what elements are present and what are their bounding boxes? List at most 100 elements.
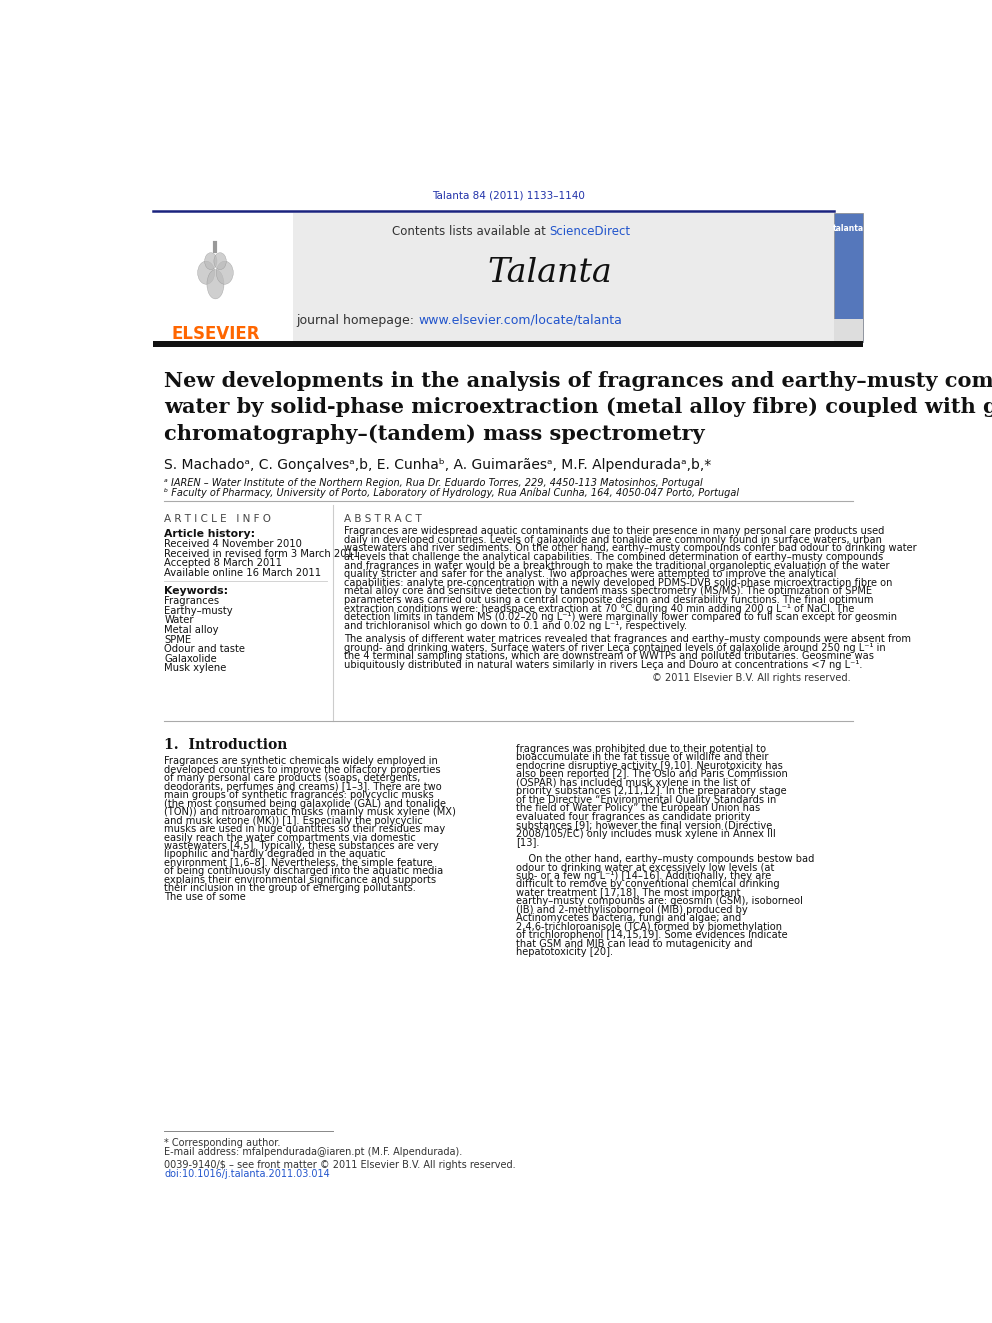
- Text: SPME: SPME: [165, 635, 191, 644]
- Text: earthy–musty compounds are: geosmin (GSM), isoborneol: earthy–musty compounds are: geosmin (GSM…: [516, 897, 804, 906]
- Text: ᵇ Faculty of Pharmacy, University of Porto, Laboratory of Hydrology, Rua Aníbal : ᵇ Faculty of Pharmacy, University of Por…: [165, 488, 739, 497]
- Text: Received 4 November 2010: Received 4 November 2010: [165, 540, 303, 549]
- Text: endocrine disruptive activity [9,10]. Neurotoxicity has: endocrine disruptive activity [9,10]. Ne…: [516, 761, 783, 771]
- Text: parameters was carried out using a central composite design and desirability fun: parameters was carried out using a centr…: [344, 595, 874, 605]
- Text: 2008/105/EC) only includes musk xylene in Annex III: 2008/105/EC) only includes musk xylene i…: [516, 828, 776, 839]
- Text: and trichloranisol which go down to 0.1 and 0.02 ng L⁻¹, respectively.: and trichloranisol which go down to 0.1 …: [344, 620, 687, 631]
- Text: Talanta 84 (2011) 1133–1140: Talanta 84 (2011) 1133–1140: [432, 191, 585, 201]
- Text: (TON)) and nitroaromatic musks (mainly musk xylene (MX): (TON)) and nitroaromatic musks (mainly m…: [165, 807, 456, 818]
- Text: Fragrances are widespread aquatic contaminants due to their presence in many per: Fragrances are widespread aquatic contam…: [344, 527, 885, 536]
- Text: Keywords:: Keywords:: [165, 586, 228, 597]
- Text: of being continuously discharged into the aquatic media: of being continuously discharged into th…: [165, 867, 443, 876]
- Text: 2,4,6-trichloroanisole (TCA) formed by biomethylation: 2,4,6-trichloroanisole (TCA) formed by b…: [516, 922, 782, 931]
- Ellipse shape: [214, 253, 226, 270]
- Text: On the other hand, earthy–musty compounds bestow bad: On the other hand, earthy–musty compound…: [516, 855, 814, 864]
- Text: odour to drinking water at excessively low levels (at: odour to drinking water at excessively l…: [516, 863, 775, 873]
- Text: extraction conditions were: headspace extraction at 70 °C during 40 min adding 2: extraction conditions were: headspace ex…: [344, 603, 854, 614]
- Ellipse shape: [216, 261, 233, 284]
- Text: environment [1,6–8]. Nevertheless, the simple feature: environment [1,6–8]. Nevertheless, the s…: [165, 857, 434, 868]
- Bar: [154, 341, 863, 348]
- Text: also been reported [2]. The Oslo and Paris Commission: also been reported [2]. The Oslo and Par…: [516, 770, 788, 779]
- Text: lipophilic and hardly degraded in the aquatic: lipophilic and hardly degraded in the aq…: [165, 849, 386, 860]
- Text: Actinomycetes bacteria, fungi and algae; and: Actinomycetes bacteria, fungi and algae;…: [516, 913, 741, 923]
- Text: S. Machadoᵃ, C. Gonçalvesᵃ,b, E. Cunhaᵇ, A. Guimarãesᵃ, M.F. Alpenduradaᵃ,b,*: S. Machadoᵃ, C. Gonçalvesᵃ,b, E. Cunhaᵇ,…: [165, 458, 711, 471]
- Text: priority substances [2,11,12]. In the preparatory stage: priority substances [2,11,12]. In the pr…: [516, 786, 787, 796]
- Text: (OSPAR) has included musk xylene in the list of: (OSPAR) has included musk xylene in the …: [516, 778, 750, 787]
- Text: ubiquitously distributed in natural waters similarly in rivers Leça and Douro at: ubiquitously distributed in natural wate…: [344, 660, 863, 669]
- Text: Earthy–musty: Earthy–musty: [165, 606, 233, 615]
- Text: of many personal care products (soaps, detergents,: of many personal care products (soaps, d…: [165, 773, 421, 783]
- Text: fragrances was prohibited due to their potential to: fragrances was prohibited due to their p…: [516, 744, 766, 754]
- Text: ground- and drinking waters. Surface waters of river Leça contained levels of ga: ground- and drinking waters. Surface wat…: [344, 643, 886, 652]
- Text: of trichlorophenol [14,15,19]. Some evidences indicate: of trichlorophenol [14,15,19]. Some evid…: [516, 930, 788, 941]
- Text: Galaxolide: Galaxolide: [165, 654, 217, 664]
- Bar: [154, 213, 834, 343]
- Text: capabilities: analyte pre-concentration with a newly developed PDMS-DVB solid-ph: capabilities: analyte pre-concentration …: [344, 578, 893, 587]
- Ellipse shape: [204, 253, 217, 270]
- Text: www.elsevier.com/locate/talanta: www.elsevier.com/locate/talanta: [419, 314, 622, 327]
- Text: wastewaters [4,5]. Typically, these substances are very: wastewaters [4,5]. Typically, these subs…: [165, 841, 439, 851]
- Text: chromatography–(tandem) mass spectrometry: chromatography–(tandem) mass spectrometr…: [165, 425, 705, 445]
- Text: Water: Water: [165, 615, 193, 626]
- Text: quality stricter and safer for the analyst. Two approaches were attempted to imp: quality stricter and safer for the analy…: [344, 569, 836, 579]
- Text: talanta: talanta: [833, 224, 864, 233]
- Text: Received in revised form 3 March 2011: Received in revised form 3 March 2011: [165, 549, 359, 558]
- Ellipse shape: [207, 270, 224, 299]
- Text: at levels that challenge the analytical capabilities. The combined determination: at levels that challenge the analytical …: [344, 552, 883, 562]
- Text: Contents lists available at: Contents lists available at: [392, 225, 550, 238]
- Text: musks are used in huge quantities so their residues may: musks are used in huge quantities so the…: [165, 824, 445, 833]
- Text: journal homepage:: journal homepage:: [297, 314, 419, 327]
- Text: © 2011 Elsevier B.V. All rights reserved.: © 2011 Elsevier B.V. All rights reserved…: [652, 673, 851, 683]
- Text: that GSM and MIB can lead to mutagenicity and: that GSM and MIB can lead to mutagenicit…: [516, 939, 753, 949]
- Text: 0039-9140/$ – see front matter © 2011 Elsevier B.V. All rights reserved.: 0039-9140/$ – see front matter © 2011 El…: [165, 1160, 516, 1170]
- Text: The use of some: The use of some: [165, 892, 246, 902]
- Text: ELSEVIER: ELSEVIER: [172, 325, 260, 344]
- Text: developed countries to improve the olfactory properties: developed countries to improve the olfac…: [165, 765, 440, 775]
- Text: and musk ketone (MK)) [1]. Especially the polycyclic: and musk ketone (MK)) [1]. Especially th…: [165, 815, 423, 826]
- Text: water treatment [17,18]. The most important: water treatment [17,18]. The most import…: [516, 888, 741, 898]
- Text: the 4 terminal sampling stations, which are downstream of WWTPs and polluted tri: the 4 terminal sampling stations, which …: [344, 651, 874, 662]
- Text: evaluated four fragrances as candidate priority: evaluated four fragrances as candidate p…: [516, 812, 751, 822]
- Text: Accepted 8 March 2011: Accepted 8 March 2011: [165, 558, 283, 569]
- Text: Metal alloy: Metal alloy: [165, 624, 219, 635]
- Text: (the most consumed being galaxolide (GAL) and tonalide: (the most consumed being galaxolide (GAL…: [165, 799, 446, 808]
- Text: easily reach the water compartments via domestic: easily reach the water compartments via …: [165, 832, 416, 843]
- Text: their inclusion in the group of emerging pollutants.: their inclusion in the group of emerging…: [165, 884, 417, 893]
- Text: The analysis of different water matrices revealed that fragrances and earthy–mus: The analysis of different water matrices…: [344, 634, 911, 644]
- Text: main groups of synthetic fragrances: polycyclic musks: main groups of synthetic fragrances: pol…: [165, 790, 434, 800]
- Bar: [154, 213, 293, 343]
- Text: deodorants, perfumes and creams) [1–3]. There are two: deodorants, perfumes and creams) [1–3]. …: [165, 782, 442, 791]
- Text: hepatotoxicity [20].: hepatotoxicity [20].: [516, 947, 613, 958]
- Text: E-mail address: mfalpendurada@iaren.pt (M.F. Alpendurada).: E-mail address: mfalpendurada@iaren.pt (…: [165, 1147, 462, 1158]
- Text: Available online 16 March 2011: Available online 16 March 2011: [165, 568, 321, 578]
- Text: sub- or a few ng L⁻¹) [14–16]. Additionally, they are: sub- or a few ng L⁻¹) [14–16]. Additiona…: [516, 871, 772, 881]
- Text: the field of Water Policy” the European Union has: the field of Water Policy” the European …: [516, 803, 761, 814]
- Text: Odour and taste: Odour and taste: [165, 644, 245, 655]
- Bar: [834, 319, 863, 343]
- Text: of the Directive “Environmental Quality Standards in: of the Directive “Environmental Quality …: [516, 795, 777, 804]
- Text: Fragrances: Fragrances: [165, 597, 219, 606]
- Text: Article history:: Article history:: [165, 529, 255, 540]
- Text: (IB) and 2-methylisoborneol (MIB) produced by: (IB) and 2-methylisoborneol (MIB) produc…: [516, 905, 748, 916]
- Text: A B S T R A C T: A B S T R A C T: [344, 515, 422, 524]
- Text: and fragrances in water would be a breakthrough to make the traditional organole: and fragrances in water would be a break…: [344, 561, 890, 570]
- Text: 1.  Introduction: 1. Introduction: [165, 738, 288, 751]
- Text: Musk xylene: Musk xylene: [165, 664, 227, 673]
- Text: metal alloy core and sensitive detection by tandem mass spectrometry (MS/MS). Th: metal alloy core and sensitive detection…: [344, 586, 872, 597]
- Text: explains their environmental significance and supports: explains their environmental significanc…: [165, 875, 436, 885]
- Text: * Corresponding author.: * Corresponding author.: [165, 1138, 281, 1148]
- Text: substances [9]; however the final version (Directive: substances [9]; however the final versio…: [516, 820, 773, 831]
- Text: daily in developed countries. Levels of galaxolide and tonalide are commonly fou: daily in developed countries. Levels of …: [344, 534, 882, 545]
- Text: wastewaters and river sediments. On the other hand, earthy–musty compounds confe: wastewaters and river sediments. On the …: [344, 544, 917, 553]
- Text: Fragrances are synthetic chemicals widely employed in: Fragrances are synthetic chemicals widel…: [165, 757, 438, 766]
- Text: bioaccumulate in the fat tissue of wildlife and their: bioaccumulate in the fat tissue of wildl…: [516, 753, 769, 762]
- Bar: [834, 213, 863, 343]
- Text: water by solid-phase microextraction (metal alloy fibre) coupled with gas: water by solid-phase microextraction (me…: [165, 397, 992, 418]
- Ellipse shape: [197, 261, 214, 284]
- Text: Talanta: Talanta: [487, 257, 612, 288]
- Text: [13].: [13].: [516, 837, 540, 847]
- Text: ScienceDirect: ScienceDirect: [550, 225, 631, 238]
- Text: difficult to remove by conventional chemical drinking: difficult to remove by conventional chem…: [516, 880, 780, 889]
- Text: New developments in the analysis of fragrances and earthy–musty compounds in: New developments in the analysis of frag…: [165, 370, 992, 390]
- Text: detection limits in tandem MS (0.02–20 ng L⁻¹) were marginally lower compared to: detection limits in tandem MS (0.02–20 n…: [344, 613, 897, 622]
